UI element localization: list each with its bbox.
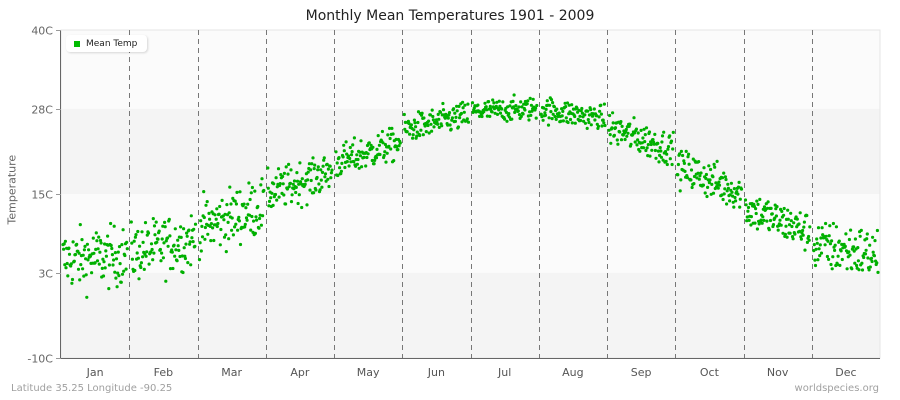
y-tick-label: 28C bbox=[31, 104, 53, 117]
x-tick-label: Mar bbox=[221, 366, 242, 379]
legend[interactable]: Mean Temp bbox=[66, 35, 148, 52]
x-tick-label: May bbox=[357, 366, 380, 379]
chart-title: Monthly Mean Temperatures 1901 - 2009 bbox=[305, 8, 595, 24]
x-tick-label: Feb bbox=[154, 366, 173, 379]
source-link[interactable]: worldspecies.org bbox=[794, 383, 879, 394]
background-bands bbox=[60, 29, 881, 359]
month-dividers bbox=[129, 30, 813, 358]
location-label: Latitude 35.25 Longitude -90.25 bbox=[11, 383, 173, 394]
x-tick-label: Apr bbox=[290, 366, 310, 379]
legend-label: Mean Temp bbox=[86, 38, 138, 49]
y-tick-label: 3C bbox=[38, 268, 53, 281]
axes: -10C 3C 15C 28C 40C Jan Feb Mar Apr May Jun Jul Aug S… bbox=[27, 25, 880, 379]
y-tick-label: -10C bbox=[27, 353, 53, 366]
x-tick-label: Sep bbox=[631, 366, 652, 379]
x-tick-label: Aug bbox=[562, 366, 583, 379]
x-tick-label: Jul bbox=[497, 366, 511, 379]
legend-swatch-icon bbox=[74, 40, 80, 47]
x-tick-label: Oct bbox=[700, 366, 720, 379]
y-axis-label: Temperature bbox=[5, 154, 19, 225]
x-tick-label: Jun bbox=[427, 366, 445, 379]
x-tick-label: Jan bbox=[86, 366, 104, 379]
y-tick-label: 40C bbox=[31, 25, 53, 38]
y-tick-label: 15C bbox=[31, 189, 53, 202]
x-tick-label: Dec bbox=[835, 366, 856, 379]
x-tick-label: Nov bbox=[767, 366, 789, 379]
data-points bbox=[61, 93, 880, 299]
